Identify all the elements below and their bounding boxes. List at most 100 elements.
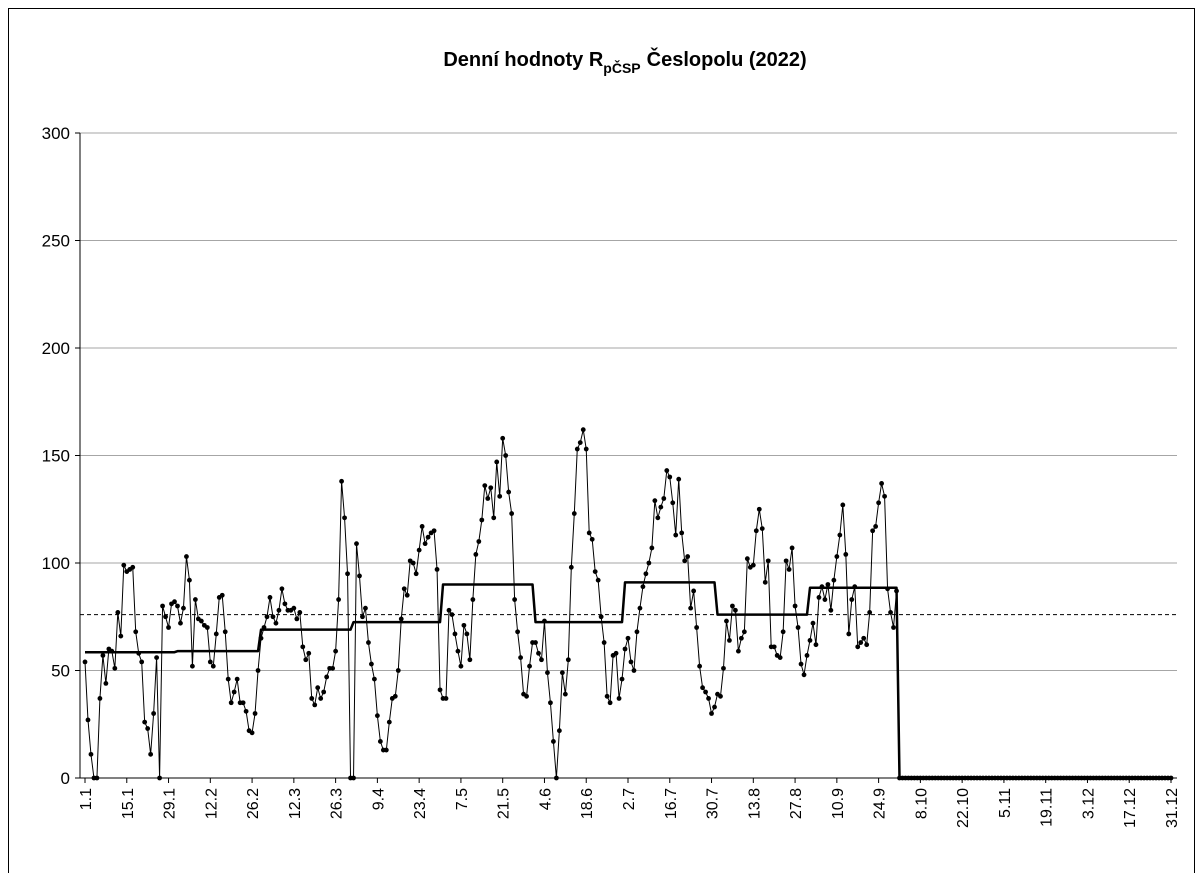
data-point	[363, 605, 368, 611]
data-point	[175, 603, 180, 609]
data-point	[583, 446, 589, 452]
data-point	[604, 693, 610, 699]
data-point	[297, 610, 303, 615]
data-point	[753, 528, 759, 534]
data-point	[882, 493, 887, 499]
data-point	[595, 577, 601, 583]
data-point	[703, 689, 708, 695]
x-tick-label: 7.5	[454, 788, 471, 810]
data-point	[172, 599, 177, 605]
data-point	[115, 610, 121, 615]
data-point	[685, 554, 691, 559]
data-point	[580, 427, 586, 433]
data-point	[357, 573, 362, 579]
x-tick-label: 30.7	[705, 788, 722, 819]
data-point	[855, 644, 861, 650]
x-tick-label: 12.3	[287, 788, 304, 819]
data-point	[667, 474, 673, 480]
data-point	[234, 676, 240, 682]
data-point	[873, 524, 879, 529]
data-point	[458, 663, 464, 669]
data-point	[843, 552, 849, 557]
data-point	[207, 659, 213, 665]
data-point	[837, 532, 843, 538]
data-point	[789, 545, 795, 551]
data-point	[640, 584, 646, 590]
data-point	[306, 650, 312, 656]
x-tick-label: 2.7	[621, 788, 638, 810]
x-tick-label: 18.6	[579, 788, 596, 819]
data-point	[312, 702, 318, 708]
data-point	[303, 657, 309, 663]
data-point	[801, 672, 807, 678]
data-point	[437, 687, 443, 693]
data-point	[249, 730, 255, 736]
data-point	[730, 603, 735, 609]
title-main: Denní hodnoty R	[443, 49, 604, 71]
x-tick-label: 23.4	[412, 788, 429, 819]
data-point	[786, 567, 792, 572]
data-point	[112, 665, 118, 671]
data-point	[888, 610, 893, 615]
data-point	[339, 478, 344, 484]
data-point	[190, 663, 195, 669]
data-point	[133, 629, 139, 635]
data-point	[735, 648, 741, 654]
data-point	[291, 605, 297, 611]
data-point	[759, 526, 765, 531]
data-point	[166, 625, 171, 630]
data-point	[840, 502, 846, 508]
data-point	[500, 435, 506, 441]
data-point	[282, 601, 288, 607]
data-point	[276, 607, 282, 613]
data-point	[553, 775, 559, 781]
data-point	[706, 696, 711, 701]
data-point	[688, 605, 694, 611]
data-point	[482, 483, 488, 488]
data-point	[577, 440, 583, 445]
data-point	[100, 653, 106, 658]
data-point	[679, 530, 685, 536]
data-point	[228, 700, 234, 706]
data-point	[85, 717, 91, 723]
data-point	[622, 646, 628, 652]
data-point	[333, 648, 339, 654]
data-point	[118, 633, 124, 639]
data-point	[607, 700, 613, 706]
y-tick-label: 0	[61, 769, 70, 788]
data-point	[422, 541, 428, 547]
data-point	[867, 610, 873, 615]
series-line	[85, 581, 1171, 780]
data-point	[831, 577, 837, 583]
data-point	[643, 571, 649, 577]
data-point	[712, 704, 717, 710]
data-point	[718, 693, 723, 699]
x-tick-label: 31.12	[1164, 788, 1181, 828]
x-tick-label: 3.12	[1080, 788, 1097, 819]
data-point	[330, 665, 336, 671]
data-point	[160, 603, 165, 609]
data-point	[178, 620, 183, 626]
data-point	[321, 689, 327, 695]
data-point	[351, 775, 356, 781]
data-point	[383, 747, 389, 753]
data-point	[506, 489, 512, 495]
data-point	[88, 751, 94, 757]
data-point	[858, 640, 864, 645]
x-tick-label: 8.10	[913, 788, 930, 819]
data-point	[139, 659, 145, 665]
y-tick-label: 100	[42, 554, 70, 573]
data-point	[545, 670, 550, 676]
x-tick-label: 26.2	[245, 788, 262, 819]
data-point	[315, 685, 321, 691]
y-tick-label: 150	[42, 447, 70, 466]
data-point	[377, 739, 383, 744]
data-point	[834, 554, 840, 559]
data-point	[559, 670, 565, 676]
data-point	[416, 547, 422, 553]
x-tick-label: 1.1	[78, 788, 95, 810]
data-point	[434, 567, 440, 572]
data-point	[476, 539, 482, 544]
data-point	[392, 693, 398, 699]
